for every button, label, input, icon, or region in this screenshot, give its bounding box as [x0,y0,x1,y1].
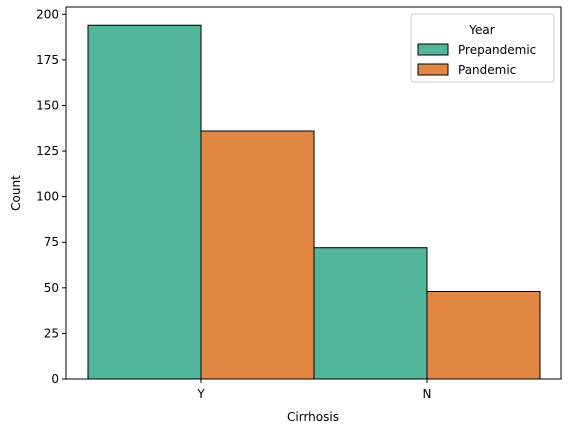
legend-swatch-prepandemic [417,43,449,56]
legend-swatch-pandemic [417,63,449,76]
bar-prepandemic-y [87,24,202,380]
bar-pandemic-n [426,290,541,380]
y-tick-label: 0 [51,372,59,386]
x-tick-label-y: Y [196,387,205,401]
y-tick-label: 125 [36,144,59,158]
legend-label-pandemic: Pandemic [458,63,516,77]
y-tick-label: 25 [44,326,59,340]
bar-pandemic-y [200,130,315,380]
y-tick-label: 200 [36,7,59,21]
bar-prepandemic-n [313,247,428,380]
y-axis-label: Count [9,175,23,211]
y-tick-label: 175 [36,53,59,67]
bars-group [87,24,541,380]
legend: Year Prepandemic Pandemic [410,13,555,83]
y-tick-label: 100 [36,190,59,204]
y-tick-label: 75 [44,235,59,249]
x-tick-label-n: N [423,387,432,401]
plot-frame [65,6,562,380]
legend-title: Year [468,23,494,37]
y-tick-label: 50 [44,281,59,295]
y-tick-label: 150 [36,98,59,112]
x-axis-label: Cirrhosis [287,410,339,424]
y-axis: 0 25 50 75 100 125 150 175 200 [36,7,66,386]
legend-label-prepandemic: Prepandemic [458,43,536,57]
